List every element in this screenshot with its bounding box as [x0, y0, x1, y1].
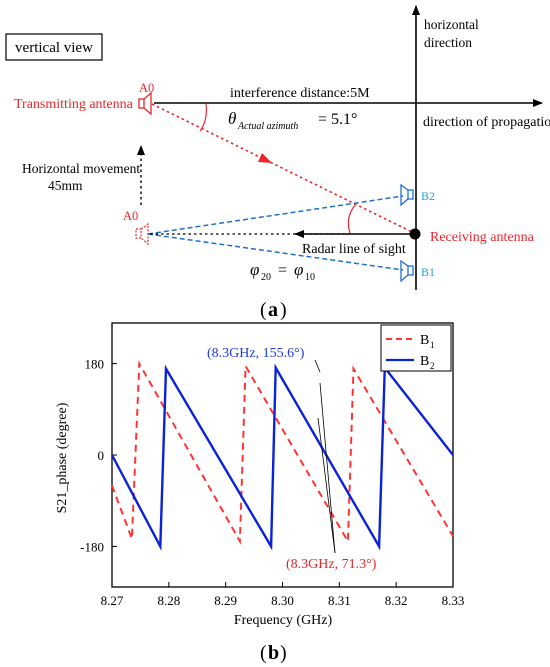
- b2-label: B2: [421, 189, 435, 203]
- legend-b2-sub: 2: [430, 361, 435, 371]
- panel-a: vertical view horizontal direction inter…: [5, 5, 550, 321]
- phi-equation: φ 20 = φ 10: [250, 260, 315, 283]
- line-to-b2: [147, 195, 404, 235]
- horizontal-direction-label-1: horizontal: [424, 17, 479, 32]
- x-axis-label: Frequency (GHz): [234, 613, 333, 628]
- panel-b: 8.27 8.28 8.29 8.30 8.31 8.32 8.33 -180 0 180 S21…: [55, 322, 464, 664]
- legend-b1-sub: 1: [430, 340, 435, 350]
- x-tick-label: 8.29: [214, 593, 237, 608]
- y-tick-label: 0: [98, 448, 105, 463]
- line-to-b1: [147, 233, 404, 271]
- caption-a-letter: a: [268, 299, 278, 321]
- x-tick-label: 8.30: [271, 593, 294, 608]
- y-tick-label: 180: [85, 357, 105, 372]
- b2-antenna-icon: [400, 183, 414, 207]
- receiving-antenna-label: Receiving antenna: [430, 230, 535, 245]
- series-line-b2: [110, 363, 454, 551]
- series-line-b1: [111, 360, 454, 545]
- radar-line-of-sight-label: Radar line of sight: [302, 242, 406, 257]
- x-tick-label: 8.28: [157, 593, 180, 608]
- a0-top-label: A0: [139, 81, 154, 95]
- horizontal-direction-label-2: direction: [424, 35, 472, 50]
- caption-b-close: ): [280, 642, 287, 664]
- view-label: vertical view: [15, 40, 93, 56]
- annotation-blue: (8.3GHz, 155.6°): [207, 346, 305, 361]
- y-axis-label: S21_phase (degree): [55, 402, 70, 513]
- chart-layer: 8.27 8.28 8.29 8.30 8.31 8.32 8.33 -180 0 180: [80, 357, 464, 608]
- x-tick-label: 8.31: [328, 593, 351, 608]
- theta-symbol: θ: [228, 109, 236, 128]
- caption-a-open: (: [260, 299, 267, 321]
- caption-b: ( b ): [260, 642, 287, 664]
- legend-b1-name: B: [420, 333, 429, 348]
- theta-value: = 5.1°: [318, 111, 357, 128]
- phi-left: φ: [250, 260, 259, 279]
- caption-b-open: (: [260, 642, 267, 664]
- b1-antenna-icon: [400, 259, 414, 283]
- caption-b-letter: b: [268, 642, 279, 664]
- phi-right: φ: [294, 260, 303, 279]
- legend-box: [380, 324, 452, 372]
- legend: B 1 B 2: [380, 324, 452, 372]
- b1-label: B1: [421, 265, 435, 279]
- annotation-red-leader-2: [317, 417, 336, 554]
- moved-transmitting-antenna-icon: [135, 222, 149, 246]
- x-tick-label: 8.33: [442, 593, 465, 608]
- theta-subscript: Actual azimuth: [237, 121, 298, 132]
- phi-left-sub: 20: [261, 272, 271, 283]
- x-tick-label: 8.32: [385, 593, 408, 608]
- transmitting-antenna-icon: [138, 91, 152, 116]
- transmitting-antenna-label: Transmitting antenna: [14, 97, 134, 112]
- annotation-blue-leader: [314, 359, 321, 373]
- actual-azimuth-ray-arrow: [258, 153, 272, 163]
- annotation-red-leader-1: [319, 382, 336, 554]
- x-tick-label: 8.27: [101, 593, 124, 608]
- direction-of-propagation-label: direction of propagation: [423, 115, 550, 130]
- phi-equals: =: [278, 262, 287, 279]
- phi-right-sub: 10: [305, 272, 315, 283]
- horizontal-movement-label-2: 45mm: [48, 178, 83, 193]
- receiving-antenna-point: [409, 228, 421, 240]
- horizontal-movement-label-1: Horizontal movement: [22, 161, 140, 176]
- y-tick-label: -180: [80, 539, 104, 554]
- interference-distance-label: interference distance:5M: [230, 86, 370, 101]
- caption-a-close: ): [280, 299, 287, 321]
- annotation-red: (8.3GHz, 71.3°): [286, 557, 377, 572]
- caption-a: ( a ): [260, 299, 287, 321]
- actual-azimuth-ray: [151, 103, 415, 234]
- legend-b2-name: B: [420, 354, 429, 369]
- receiver-angle-arc: [347, 204, 356, 234]
- view-label-box: [5, 33, 103, 61]
- a0-bottom-label: A0: [123, 209, 138, 223]
- theta-angle-arc: [199, 103, 207, 132]
